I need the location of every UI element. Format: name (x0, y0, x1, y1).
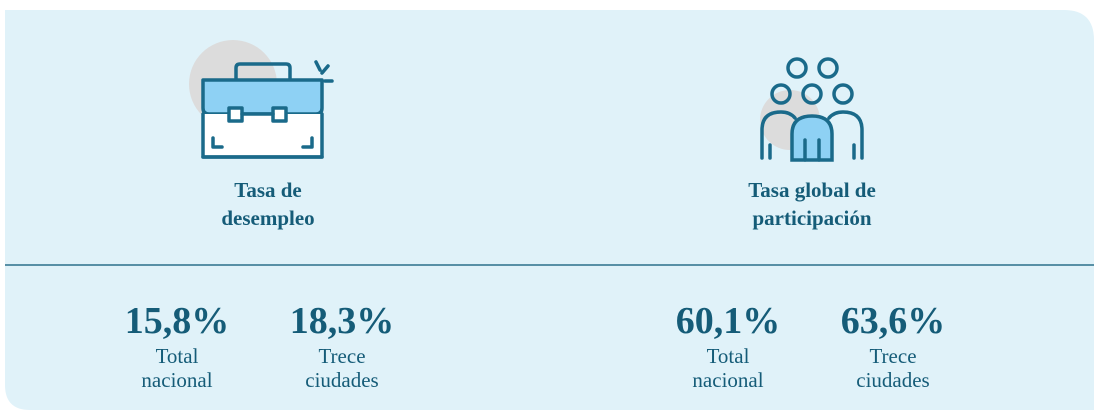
stat-label: Trece (869, 344, 916, 368)
stat-value: 63,6% (841, 300, 946, 342)
stat-value: 60,1% (676, 300, 781, 342)
briefcase-icon (189, 40, 334, 159)
stat-label: Total (707, 344, 750, 368)
stat-label: Total (156, 344, 199, 368)
stat-label: nacional (692, 368, 763, 392)
stat-label: nacional (141, 368, 212, 392)
panel-title: Tasa global de (748, 178, 876, 202)
stat-value: 18,3% (290, 300, 395, 342)
panel-title: Tasa de (234, 178, 302, 202)
stat-label: ciudades (305, 368, 378, 392)
stat-value: 15,8% (125, 300, 230, 342)
people-icon (760, 57, 864, 162)
stat-label: ciudades (856, 368, 929, 392)
panel-title: desempleo (221, 206, 314, 230)
panel-title: participación (753, 206, 872, 230)
stat-label: Trece (318, 344, 365, 368)
